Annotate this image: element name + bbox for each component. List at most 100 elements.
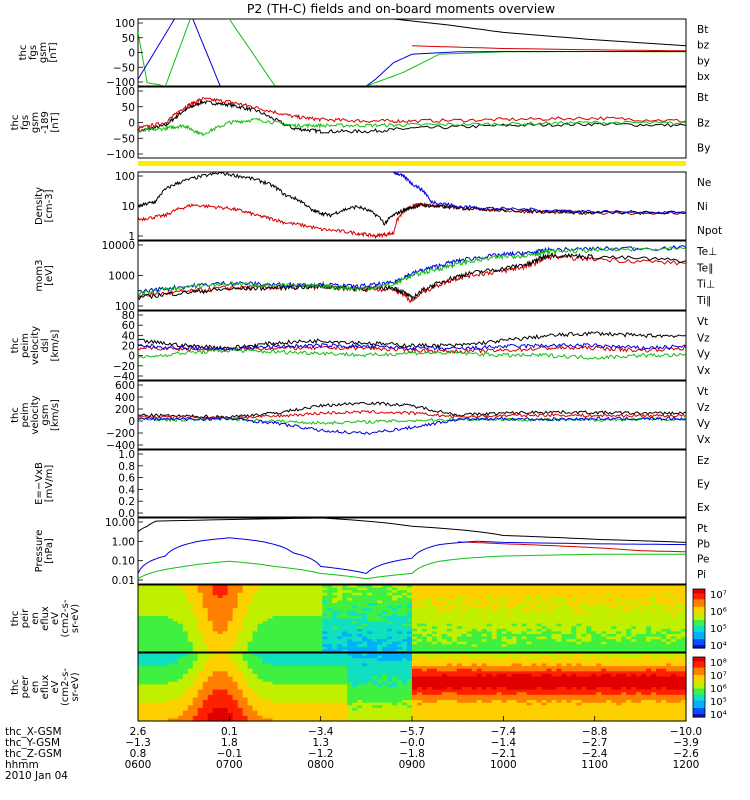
spectrogram-cell (397, 705, 403, 709)
spectrogram-cell (322, 621, 328, 625)
spectrogram-cell (426, 603, 433, 607)
spectrogram-cell (416, 626, 423, 630)
spectrogram-cell (177, 689, 184, 693)
spectrogram-cell (426, 639, 433, 643)
y-tick-label: 1.00 (112, 536, 135, 548)
spectrogram-cell (521, 621, 528, 625)
spectrogram-cell (387, 600, 393, 604)
spectrogram-cell (242, 626, 249, 630)
spectrogram-cell (222, 613, 229, 617)
y-tick-label: 10 (122, 201, 135, 213)
spectrogram-cell (167, 663, 174, 667)
colorbar-step (693, 621, 705, 624)
spectrogram-cell (402, 613, 408, 617)
spectrogram-cell (272, 628, 279, 632)
spectrogram-cell (172, 671, 179, 675)
spectrogram-cell (147, 705, 154, 709)
spectrogram-cell (402, 608, 408, 612)
spectrogram-cell (616, 636, 622, 640)
spectrogram-cell (267, 646, 274, 651)
spectrogram-cell (267, 626, 274, 630)
spectrogram-cell (312, 639, 318, 643)
spectrogram-cell (237, 692, 244, 696)
spectrogram-cell (456, 626, 463, 630)
spectrogram-cell (416, 608, 423, 612)
y-tick-label: 20 (122, 341, 135, 353)
spectrogram-cell (138, 621, 144, 625)
spectrogram-cell (621, 613, 627, 617)
spectrogram-cell (287, 608, 294, 612)
y-tick-label: 400 (115, 392, 135, 404)
spectrogram-cell (382, 603, 388, 607)
spectrogram-cell (476, 587, 483, 591)
spectrogram-cell (536, 633, 543, 638)
spectrogram-cell (421, 613, 428, 617)
spectrogram-cell (586, 636, 592, 640)
series-group-p8 (138, 518, 686, 580)
spectrogram-cell (177, 673, 184, 678)
spectrogram-cell (441, 595, 448, 599)
spectrogram-cell (317, 671, 323, 675)
spectrogram-cell (606, 613, 612, 617)
y-tick-label: 100 (115, 171, 135, 183)
spectrogram-cell (531, 605, 538, 609)
spectrogram-cell (382, 676, 388, 680)
spectrogram-cell (461, 655, 468, 659)
spectrogram-cell (247, 715, 254, 719)
spectrogram-cell (476, 600, 483, 604)
spectrogram-cell (651, 597, 657, 602)
spectrogram-cell (397, 646, 403, 651)
spectrogram-cell (227, 663, 234, 667)
spectrogram-cell (392, 592, 398, 596)
spectrogram-cell (671, 633, 677, 638)
spectrogram-cell (426, 653, 433, 657)
spectrogram-cell (402, 653, 408, 657)
spectrogram-cell (397, 663, 403, 667)
spectrogram-cell (402, 663, 408, 667)
spectrogram-cell (626, 631, 632, 635)
spectrogram-cell (611, 633, 617, 638)
spectrogram-cell (561, 646, 568, 651)
spectrogram-cell (671, 623, 677, 627)
spectrogram-cell (202, 655, 209, 659)
spectrogram-cell (262, 621, 269, 625)
spectrogram-cell (197, 666, 204, 670)
spectrogram-cell (611, 626, 617, 630)
spectrogram-cell (591, 585, 597, 589)
spectrogram-cell (207, 676, 214, 680)
spectrogram-cell (227, 707, 234, 712)
spectrogram-cell (526, 621, 533, 625)
spectrogram-cell (302, 700, 308, 704)
spectrogram-cell (681, 649, 687, 653)
spectrogram-cell (586, 585, 592, 589)
spectrogram-cell (217, 605, 224, 609)
spectrogram-cell (197, 663, 204, 667)
spectrogram-cells-p10 (138, 653, 687, 722)
spectrogram-cell (461, 705, 468, 709)
spectrogram-cell (431, 649, 438, 653)
spectrogram-cell (267, 628, 274, 632)
spectrogram-cell (337, 715, 343, 719)
spectrogram-cell (337, 618, 343, 622)
spectrogram-cell (681, 641, 687, 645)
y-axis-label-p6: thc peim velocity gsm [km/s] (10, 395, 61, 434)
spectrogram-cell (322, 660, 328, 665)
spectrogram-cell (431, 653, 438, 657)
spectrogram-cell (222, 600, 229, 604)
spectrogram-cell (431, 621, 438, 625)
spectrogram-cell (576, 646, 582, 651)
spectrogram-cell (511, 590, 518, 594)
spectrogram-cell (446, 666, 453, 670)
spectrogram-cell (531, 585, 538, 589)
spectrogram-cell (187, 597, 194, 602)
spectrogram-cell (222, 639, 229, 643)
spectrogram-cell (212, 653, 219, 657)
spectrogram-cell (481, 666, 488, 670)
spectrogram-cell (267, 700, 274, 704)
spectrogram-cell (227, 595, 234, 599)
spectrogram-cell (491, 649, 498, 653)
spectrogram-cell (342, 697, 348, 701)
spectrogram-cell (157, 707, 164, 712)
spectrogram-cell (486, 618, 493, 622)
